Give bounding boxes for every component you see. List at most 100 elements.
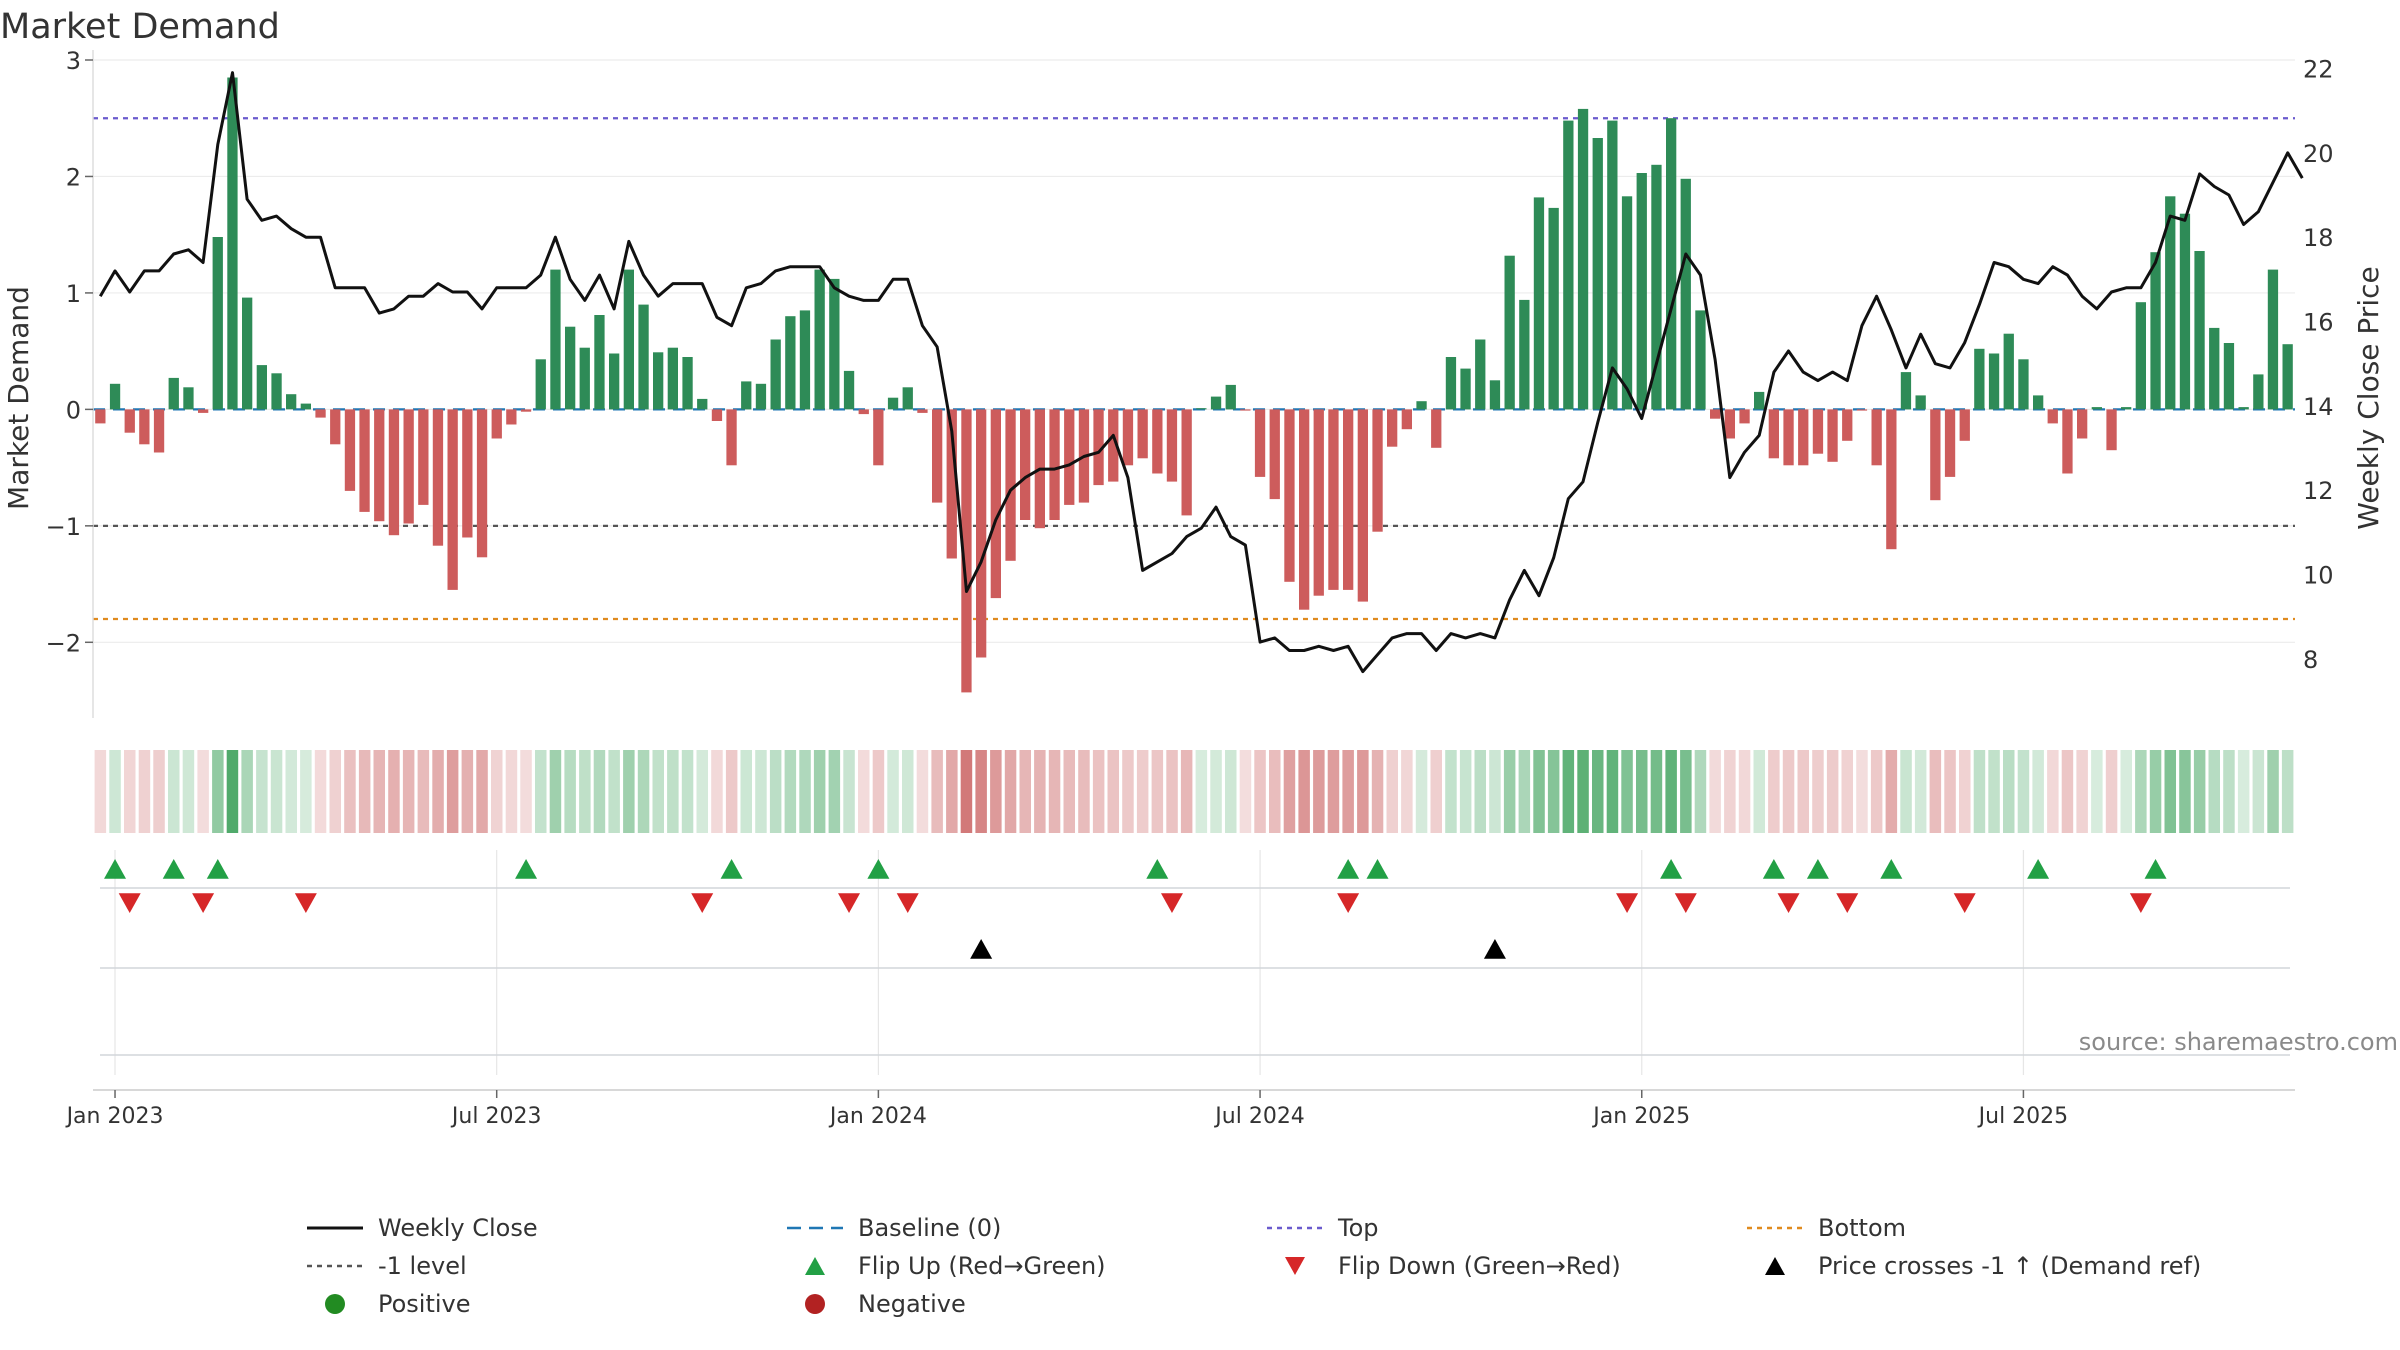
heat-cell bbox=[755, 750, 767, 833]
y-tick-label: 2 bbox=[66, 163, 81, 191]
negative-bar bbox=[1401, 409, 1412, 430]
heat-cell bbox=[491, 750, 503, 833]
heat-cell bbox=[1298, 750, 1310, 833]
heat-cell bbox=[784, 750, 797, 833]
heat-cell bbox=[182, 750, 195, 833]
heat-cell bbox=[1166, 750, 1178, 833]
negative-bar bbox=[1240, 409, 1251, 411]
positive-bar bbox=[1533, 197, 1545, 410]
negative-bar bbox=[2062, 409, 2073, 474]
heat-cell bbox=[725, 750, 738, 833]
heat-cell bbox=[887, 750, 899, 833]
heat-cell bbox=[1019, 750, 1031, 833]
heat-cell bbox=[711, 750, 723, 833]
y-tick-label: 1 bbox=[66, 280, 81, 308]
flip-up-marker bbox=[206, 859, 229, 879]
flip-up-marker bbox=[104, 859, 127, 879]
flip-up-marker bbox=[1762, 859, 1785, 879]
heat-cell bbox=[1107, 750, 1119, 833]
positive-bar bbox=[2209, 327, 2220, 410]
legend-item-positive: Positive bbox=[300, 1286, 471, 1322]
heat-cell bbox=[2223, 750, 2235, 833]
negative-bar bbox=[1181, 409, 1192, 516]
negative-bar bbox=[1299, 409, 1310, 610]
heat-cell bbox=[2149, 750, 2162, 833]
heat-cell bbox=[1621, 750, 1633, 833]
heat-cell bbox=[1724, 750, 1736, 833]
heat-cell bbox=[212, 750, 224, 833]
negative-bar bbox=[1108, 409, 1119, 482]
positive-bar bbox=[1988, 353, 2000, 410]
legend-symbol-baseline bbox=[780, 1210, 850, 1246]
positive-bar bbox=[902, 387, 913, 410]
positive-bar bbox=[1754, 391, 1765, 410]
positive-bar bbox=[212, 237, 223, 410]
heat-cell bbox=[285, 750, 297, 833]
positive-bar bbox=[2282, 344, 2293, 410]
heat-cell bbox=[1269, 750, 1281, 833]
heat-cell bbox=[417, 750, 430, 833]
heat-cell bbox=[1048, 750, 1061, 833]
flip-up-marker bbox=[1146, 859, 1169, 879]
heat-cell bbox=[1327, 750, 1340, 833]
positive-bar bbox=[109, 383, 121, 410]
heat-cell bbox=[1680, 750, 1692, 833]
heat-cell bbox=[1034, 750, 1046, 833]
legend-symbol-positive bbox=[300, 1286, 370, 1322]
heat-cell bbox=[2164, 750, 2176, 833]
positive-bar bbox=[1196, 408, 1207, 410]
source-note: source: sharemaestro.com bbox=[2079, 1028, 2398, 1056]
legend-label: Bottom bbox=[1818, 1214, 1907, 1242]
negative-bar bbox=[1768, 409, 1779, 459]
heat-cell bbox=[1445, 750, 1457, 833]
legend-symbol-flipup bbox=[780, 1248, 850, 1284]
heat-cell bbox=[608, 750, 620, 833]
heat-cell bbox=[1959, 750, 1971, 833]
heat-cell bbox=[153, 750, 165, 833]
heat-cell bbox=[946, 750, 958, 833]
y2-tick-label: 20 bbox=[2303, 140, 2334, 168]
negative-bar bbox=[726, 409, 737, 466]
heat-cell bbox=[1753, 750, 1765, 833]
negative-bar bbox=[2077, 409, 2088, 439]
y2-tick-label: 10 bbox=[2303, 562, 2334, 590]
legend: Weekly Close Baseline (0) Top Bottom -1 leve… bbox=[300, 1210, 2250, 1330]
heat-cell bbox=[1694, 750, 1707, 833]
positive-bar bbox=[1651, 164, 1662, 410]
positive-bar bbox=[2179, 213, 2191, 410]
heat-cell bbox=[1592, 750, 1604, 833]
positive-bar bbox=[2018, 359, 2029, 410]
heat-cell bbox=[813, 750, 826, 833]
heat-cell bbox=[138, 750, 151, 833]
heat-cell bbox=[1562, 750, 1575, 833]
negative-bar bbox=[711, 409, 723, 421]
legend-item-negative: Negative bbox=[780, 1286, 966, 1322]
negative-bar bbox=[418, 409, 429, 505]
weekly-close-polyline bbox=[99, 71, 2304, 674]
heat-cell bbox=[2047, 750, 2059, 833]
positive-bar bbox=[1592, 138, 1603, 410]
positive-bar bbox=[1416, 401, 1427, 410]
legend-item-minus1: -1 level bbox=[300, 1248, 467, 1284]
demand-heatstrip bbox=[94, 750, 2294, 833]
positive-bar bbox=[2150, 252, 2161, 410]
negative-bar bbox=[858, 409, 869, 415]
heat-cell bbox=[1812, 750, 1824, 833]
heat-cell bbox=[1973, 750, 1986, 833]
flip-up-marker bbox=[2144, 859, 2167, 879]
heat-cell bbox=[1078, 750, 1090, 833]
positive-bar bbox=[697, 398, 708, 410]
positive-bar bbox=[579, 347, 590, 410]
heat-cell bbox=[1239, 750, 1252, 833]
positive-bar bbox=[2135, 302, 2146, 410]
heat-cell bbox=[637, 750, 650, 833]
heat-cell bbox=[2208, 750, 2220, 833]
positive-bar bbox=[2267, 269, 2279, 410]
heat-cell bbox=[1004, 750, 1017, 833]
negative-bar bbox=[476, 409, 488, 558]
positive-bar bbox=[2091, 407, 2102, 410]
heat-cell bbox=[1826, 750, 1839, 833]
y2-axis-label: Weekly Close Price bbox=[2352, 266, 2385, 529]
legend-symbol-top bbox=[1260, 1210, 1330, 1246]
negative-bar bbox=[403, 409, 414, 524]
